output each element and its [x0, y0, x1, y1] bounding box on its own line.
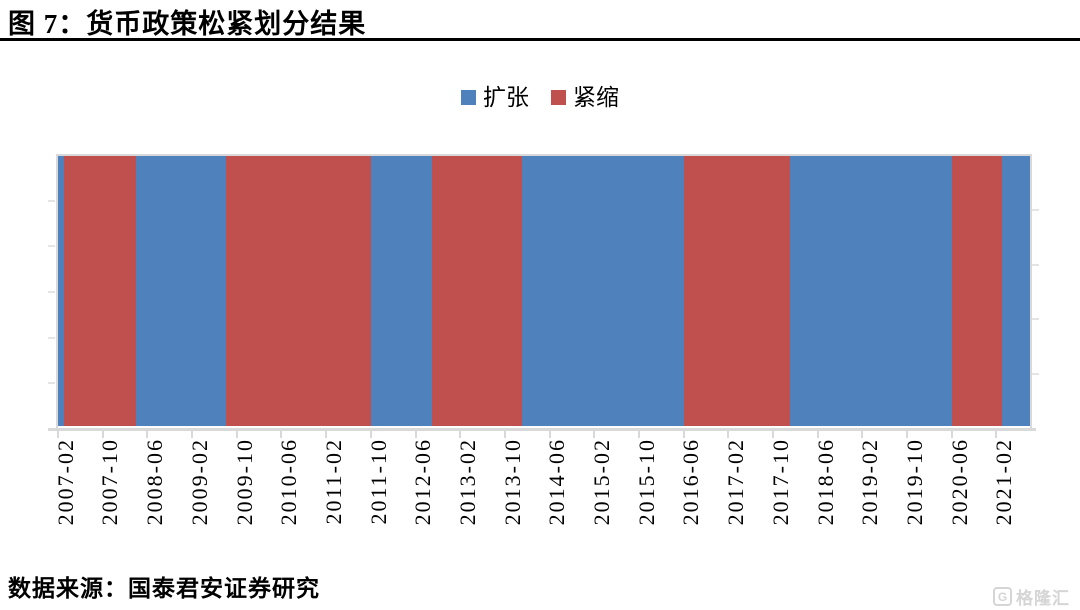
x-tick — [503, 431, 506, 438]
regime-bands — [58, 156, 1031, 426]
regime-band — [370, 156, 433, 426]
x-tick — [682, 431, 685, 438]
x-tick-label: 2010-06 — [276, 438, 302, 526]
x-tick-label: 2019-10 — [901, 438, 927, 526]
x-tick-label: 2008-06 — [142, 438, 168, 526]
regime-band — [136, 156, 226, 426]
x-tick-label: 2013-10 — [499, 438, 525, 526]
y-tick — [48, 291, 55, 293]
legend-label: 紧缩 — [573, 84, 619, 110]
title-divider-rule — [0, 38, 1080, 41]
x-tick — [772, 431, 775, 438]
x-tick-label: 2019-02 — [857, 438, 883, 526]
x-tick-label: 2009-10 — [231, 438, 257, 526]
gelonghui-watermark-text: 格隆汇 — [1016, 589, 1070, 608]
regime-band — [225, 156, 371, 426]
x-tick-label: 2007-02 — [52, 438, 78, 526]
x-tick — [146, 431, 149, 438]
x-tick-label: 2011-02 — [320, 438, 346, 525]
x-tick-label: 2012-06 — [410, 438, 436, 526]
x-axis-line — [48, 428, 1036, 431]
legend-item-扩张: 扩张 — [461, 86, 529, 109]
x-tick-label: 2011-10 — [365, 438, 391, 525]
regime-band — [683, 156, 790, 426]
x-tick-label: 2017-10 — [767, 438, 793, 526]
y-tick — [48, 199, 55, 202]
gelonghui-watermark: G 格隆汇 — [993, 584, 1070, 609]
legend-swatch-icon — [461, 89, 476, 105]
y-axis-ticks-left — [48, 154, 56, 428]
x-tick-label: 2007-10 — [97, 438, 123, 526]
x-tick — [548, 431, 551, 438]
x-tick — [57, 431, 59, 438]
regime-band — [521, 156, 684, 426]
x-tick — [191, 431, 194, 438]
x-tick — [727, 431, 730, 438]
x-tick-label: 2015-10 — [633, 438, 659, 526]
legend-swatch-icon — [551, 89, 566, 105]
y-tick — [48, 336, 55, 339]
x-tick — [906, 431, 909, 438]
y-axis-ticks-right — [1032, 154, 1040, 428]
regime-band — [58, 156, 64, 426]
x-tick — [414, 431, 417, 438]
x-tick — [369, 431, 372, 438]
y-tick — [48, 382, 55, 385]
legend-item-紧缩: 紧缩 — [551, 86, 619, 109]
regime-band — [1002, 156, 1031, 426]
x-tick-label: 2013-02 — [455, 438, 480, 526]
regime-band — [789, 156, 952, 426]
x-tick — [325, 431, 328, 438]
x-tick-label: 2021-02 — [991, 438, 1017, 526]
x-tick — [816, 431, 819, 438]
legend-label: 扩张 — [483, 84, 529, 110]
x-tick — [950, 431, 953, 438]
x-tick-label: 2014-06 — [544, 438, 570, 526]
y-tick — [1032, 373, 1039, 376]
x-tick-label: 2009-02 — [186, 438, 212, 526]
x-tick — [459, 431, 462, 438]
x-tick-label: 2018-06 — [812, 438, 838, 526]
x-tick-label: 2015-02 — [589, 438, 615, 526]
plot-area — [56, 154, 1032, 428]
x-tick-label: 2020-06 — [946, 438, 972, 526]
y-tick — [48, 245, 55, 248]
x-tick — [995, 431, 998, 438]
gelonghui-logo-icon: G — [993, 587, 1012, 606]
x-tick — [235, 431, 238, 438]
legend: 扩张 紧缩 — [0, 82, 1080, 112]
y-tick — [1032, 208, 1039, 211]
x-tick — [280, 431, 283, 438]
chart-title: 图 7：货币政策松紧划分结果 — [8, 9, 367, 39]
x-tick-label: 2017-02 — [723, 438, 749, 526]
x-axis-labels: 2007-02 2007-10 2008-06 2009-02 2009-10 2010-… — [53, 427, 1030, 552]
data-source-label: 数据来源：国泰君安证券研究 — [8, 576, 320, 601]
y-tick — [1032, 263, 1039, 266]
x-tick — [861, 431, 864, 438]
regime-band — [432, 156, 522, 426]
regime-band — [63, 156, 137, 426]
y-tick — [1032, 318, 1039, 321]
x-tick — [101, 431, 104, 438]
x-tick — [593, 431, 596, 438]
x-tick-label: 2016-06 — [678, 438, 704, 526]
regime-band — [951, 156, 1003, 426]
x-axis-ticks — [57, 431, 1030, 439]
x-tick — [637, 431, 640, 438]
